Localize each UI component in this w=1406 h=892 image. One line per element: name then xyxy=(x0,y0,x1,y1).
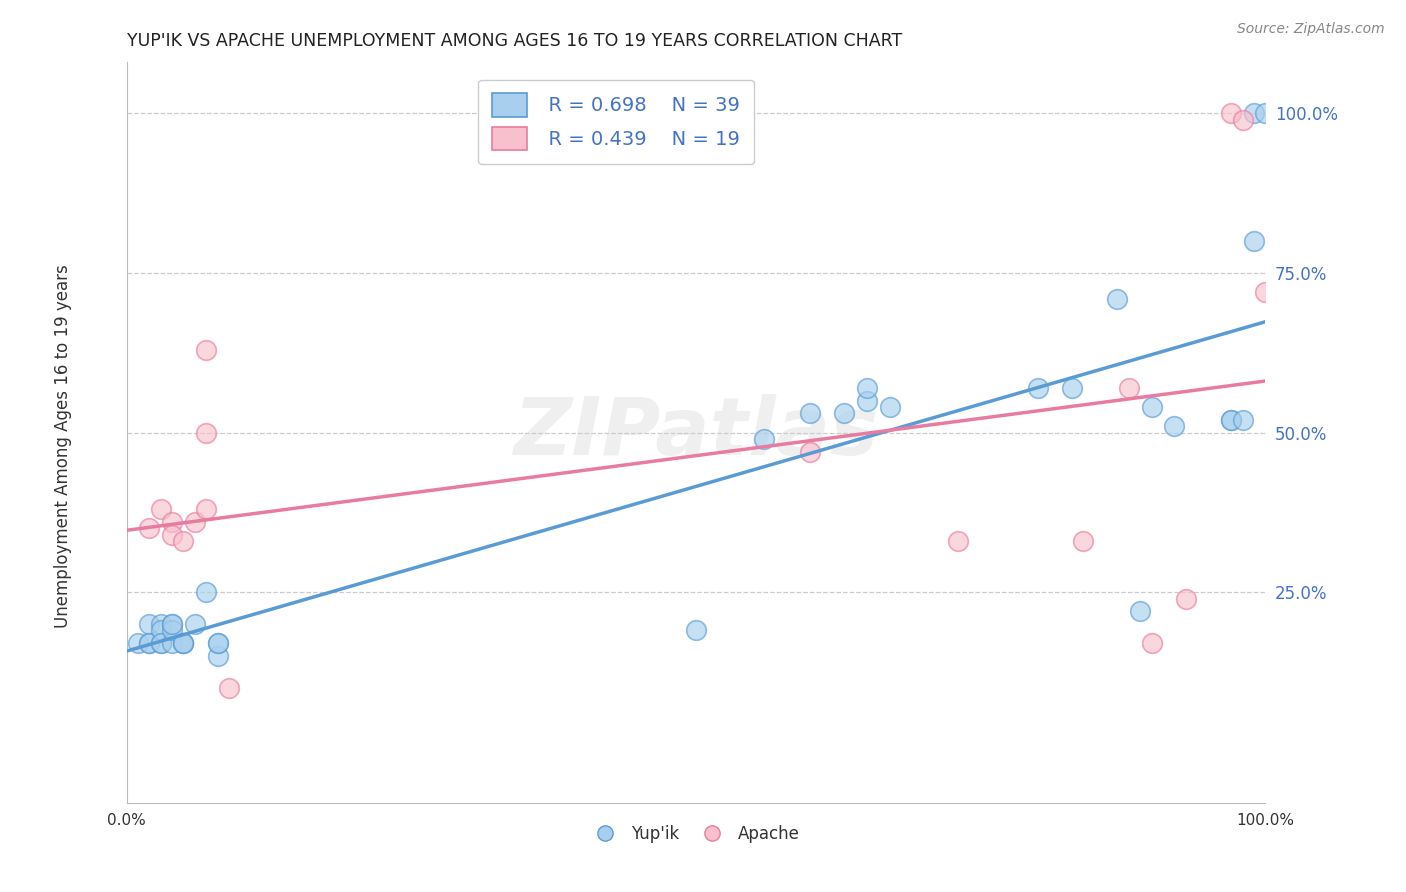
Point xyxy=(195,585,218,599)
Legend: Yup'ik, Apache: Yup'ik, Apache xyxy=(586,819,806,850)
Point xyxy=(149,636,172,650)
Point xyxy=(138,521,160,535)
Point xyxy=(799,407,821,421)
Point xyxy=(172,534,194,549)
Point xyxy=(149,624,172,638)
Point xyxy=(195,343,218,357)
Point xyxy=(138,617,160,632)
Point xyxy=(946,534,969,549)
Point xyxy=(207,636,229,650)
Point xyxy=(1254,106,1277,120)
Point xyxy=(218,681,240,695)
Point xyxy=(207,648,229,663)
Point xyxy=(160,617,183,632)
Point xyxy=(184,515,207,529)
Point xyxy=(1174,591,1197,606)
Point xyxy=(799,444,821,458)
Point xyxy=(1232,413,1254,427)
Point xyxy=(1071,534,1094,549)
Point xyxy=(172,636,194,650)
Point xyxy=(1163,419,1185,434)
Point xyxy=(160,515,183,529)
Point xyxy=(855,393,877,408)
Point xyxy=(149,502,172,516)
Point xyxy=(172,636,194,650)
Point xyxy=(1232,112,1254,127)
Point xyxy=(195,425,218,440)
Text: Unemployment Among Ages 16 to 19 years: Unemployment Among Ages 16 to 19 years xyxy=(55,264,72,628)
Point xyxy=(855,381,877,395)
Point xyxy=(172,636,194,650)
Point xyxy=(1026,381,1049,395)
Point xyxy=(195,502,218,516)
Point xyxy=(138,636,160,650)
Point xyxy=(1243,234,1265,248)
Point xyxy=(1118,381,1140,395)
Point xyxy=(685,624,707,638)
Text: ZIPatlas: ZIPatlas xyxy=(513,393,879,472)
Point xyxy=(1140,636,1163,650)
Point xyxy=(754,432,776,446)
Text: Source: ZipAtlas.com: Source: ZipAtlas.com xyxy=(1237,22,1385,37)
Point xyxy=(138,636,160,650)
Point xyxy=(160,617,183,632)
Point xyxy=(1129,604,1152,618)
Point xyxy=(127,636,149,650)
Point xyxy=(160,527,183,541)
Point xyxy=(207,636,229,650)
Point xyxy=(160,636,183,650)
Point xyxy=(1243,106,1265,120)
Point xyxy=(1220,413,1243,427)
Point xyxy=(1060,381,1083,395)
Point xyxy=(149,636,172,650)
Point xyxy=(1140,400,1163,414)
Point xyxy=(832,407,855,421)
Point xyxy=(879,400,901,414)
Point xyxy=(1220,106,1243,120)
Point xyxy=(1220,413,1243,427)
Text: YUP'IK VS APACHE UNEMPLOYMENT AMONG AGES 16 TO 19 YEARS CORRELATION CHART: YUP'IK VS APACHE UNEMPLOYMENT AMONG AGES… xyxy=(127,32,901,50)
Point xyxy=(184,617,207,632)
Point xyxy=(149,617,172,632)
Point xyxy=(160,624,183,638)
Point xyxy=(1254,285,1277,300)
Point xyxy=(1107,292,1129,306)
